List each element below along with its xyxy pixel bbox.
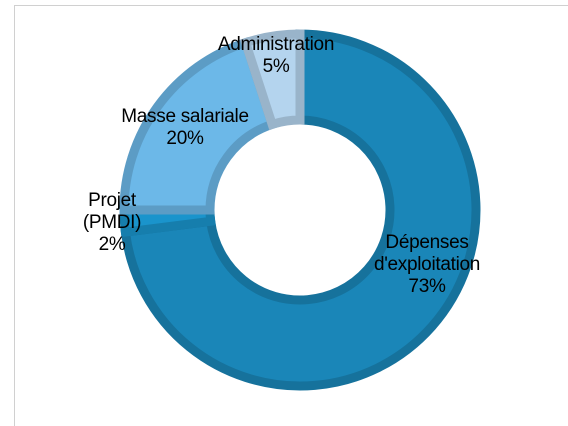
category-name: Masse salariale [121, 106, 249, 127]
donut-segment [120, 29, 481, 391]
segment-label: Projet (PMDI) 2% [72, 190, 152, 256]
frame [14, 5, 568, 426]
category-name: Projet (PMDI) [82, 190, 142, 233]
percent-label: 73% [408, 276, 446, 297]
category-name: Administration [217, 34, 335, 55]
donut-chart [119, 29, 481, 391]
segment-label: Masse salariale 20% [100, 106, 270, 150]
screen: Dépenses d'exploitation 73% Projet (PMDI) 2… [14, 5, 568, 426]
segment-label: Dépenses d'exploitation 73% [352, 232, 502, 298]
percent-label: 20% [166, 128, 204, 149]
category-name: Dépenses d'exploitation [373, 232, 481, 275]
donut-segment [119, 36, 278, 215]
segment-label: Administration 5% [196, 34, 356, 78]
donut-segment [239, 29, 305, 131]
percent-label: 2% [98, 234, 126, 255]
percent-label: 5% [262, 56, 290, 77]
